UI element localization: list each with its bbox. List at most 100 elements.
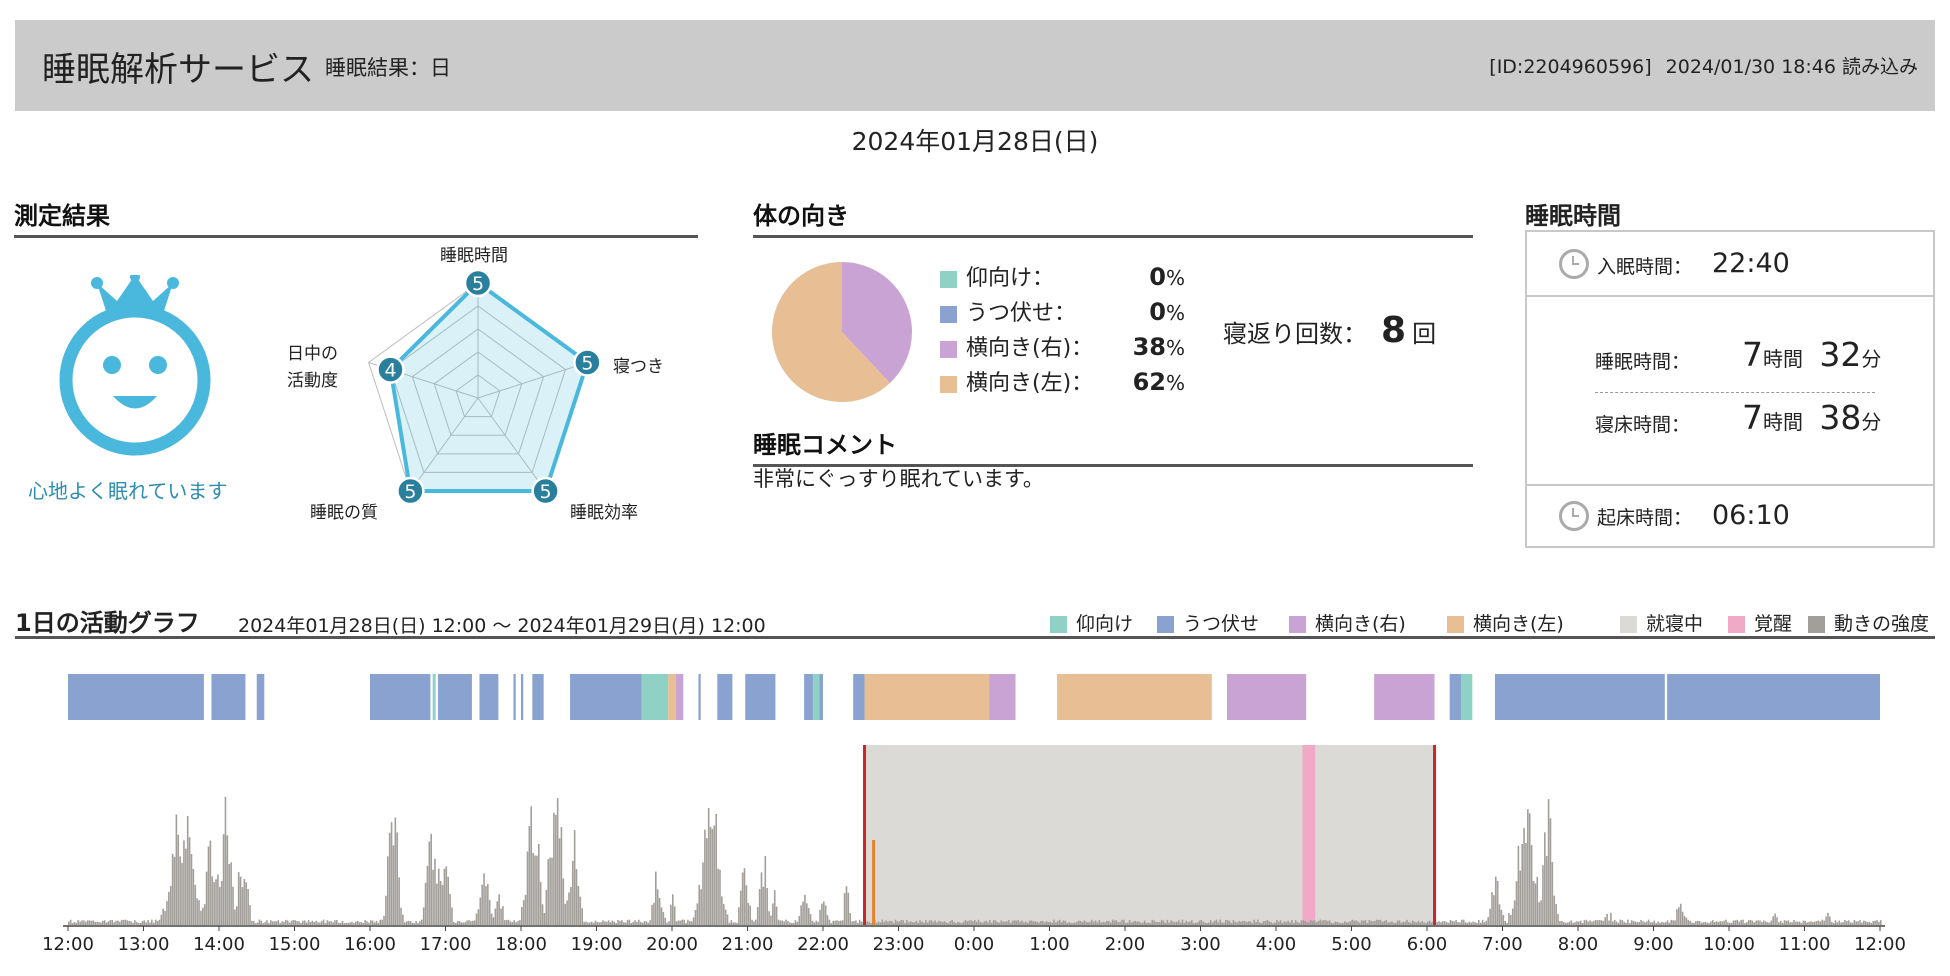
activity-bar <box>1700 922 1703 925</box>
activity-bar <box>756 907 759 925</box>
activity-bar <box>1283 921 1286 925</box>
activity-bar <box>1204 922 1206 925</box>
activity-bar <box>1179 922 1182 925</box>
activity-bar <box>1712 920 1714 925</box>
measurement-section-title: 測定結果 <box>14 196 698 238</box>
radar-point-3 <box>396 476 425 506</box>
activity-bar <box>1236 922 1238 925</box>
posture-segment <box>1226 674 1307 720</box>
activity-bar <box>336 919 338 925</box>
activity-bar <box>224 796 227 925</box>
activity-bar <box>936 922 938 925</box>
activity-bar <box>626 920 629 925</box>
activity-bar <box>1247 921 1250 925</box>
activity-bar <box>836 920 838 925</box>
posture-segment <box>1374 674 1435 720</box>
activity-bar <box>537 843 540 925</box>
activity-bar <box>611 920 614 925</box>
activity-bar <box>1115 920 1118 925</box>
activity-bar <box>256 922 259 925</box>
activity-bar <box>1226 920 1229 925</box>
activity-bar <box>158 919 161 925</box>
activity-bar <box>358 922 361 925</box>
activity-bar <box>100 922 102 925</box>
activity-bar <box>838 920 840 925</box>
posture-segment <box>1494 674 1665 720</box>
activity-bar <box>1555 903 1557 925</box>
activity-bar <box>1249 921 1252 925</box>
activity-bar <box>855 920 857 925</box>
activity-timeline-chart: 12:00 13:00 14:00 15:00 16:00 17:00 18:00 19:00… <box>42 674 1906 955</box>
activity-bar <box>1240 921 1242 925</box>
activity-bar <box>621 920 623 925</box>
activity-bar <box>1445 922 1448 925</box>
activity-bar <box>1774 913 1776 925</box>
activity-bar <box>251 920 253 925</box>
activity-bar <box>1730 922 1733 925</box>
activity-bar <box>1757 920 1759 925</box>
activity-bar <box>434 858 436 925</box>
activity-bar <box>1530 845 1533 925</box>
activity-bar <box>1702 922 1705 925</box>
activity-bar <box>339 922 342 925</box>
posture-segment <box>641 674 669 720</box>
activity-bar <box>1721 921 1724 925</box>
activity-bar <box>889 920 891 925</box>
activity-bar <box>1181 919 1184 925</box>
activity-bar <box>781 920 784 925</box>
activity-bar <box>1813 921 1816 925</box>
activity-bar <box>643 921 646 925</box>
activity-bar <box>1460 919 1463 925</box>
x-tick-label: 4:00 <box>1256 934 1296 955</box>
activity-bar <box>105 922 108 925</box>
activity-bar <box>222 834 225 925</box>
activity-bar <box>420 919 423 925</box>
activity-bar <box>1766 922 1769 925</box>
activity-bar <box>1334 921 1337 925</box>
activity-bar <box>511 922 514 925</box>
activity-bar <box>519 920 521 925</box>
activity-bar <box>1200 919 1203 925</box>
activity-bar <box>1451 920 1454 925</box>
activity-bar <box>1347 922 1350 925</box>
activity-bar <box>332 922 334 925</box>
activity-bar <box>262 923 265 925</box>
activity-bar <box>328 921 331 925</box>
activity-bar <box>292 920 295 925</box>
activity-bar <box>1170 920 1172 925</box>
activity-bar <box>77 920 80 925</box>
activity-bar <box>1619 919 1622 925</box>
activity-bar <box>179 856 181 925</box>
activity-bar <box>1162 920 1165 925</box>
activity-bar <box>1438 921 1440 925</box>
activity-bar <box>1749 919 1752 925</box>
posture-segment <box>853 674 865 720</box>
activity-bar <box>1370 920 1372 925</box>
activity-bar <box>683 919 685 925</box>
activity-bar <box>1225 919 1227 925</box>
activity-bar <box>947 923 950 925</box>
activity-bar <box>1377 919 1380 925</box>
activity-bar <box>394 817 397 925</box>
activity-bar <box>1477 919 1480 925</box>
activity-bar <box>1689 920 1691 925</box>
activity-bar <box>1057 920 1059 925</box>
activity-bar <box>451 907 453 925</box>
activity-bar <box>728 922 731 925</box>
activity-bar <box>1024 921 1027 925</box>
activity-bar <box>1094 920 1097 925</box>
activity-bar <box>911 922 914 925</box>
activity-bar <box>1842 922 1844 925</box>
activity-bar <box>760 872 763 925</box>
activity-bar <box>317 922 319 925</box>
activity-bar <box>545 889 548 925</box>
activity-bar <box>71 923 74 925</box>
radar-label-sleep-onset: 寝つき <box>613 357 664 377</box>
activity-bar <box>1355 920 1357 925</box>
activity-bar <box>868 922 870 925</box>
activity-bar <box>1449 919 1452 925</box>
activity-bar <box>1670 919 1673 925</box>
activity-bar <box>1117 922 1120 925</box>
activity-bar <box>1545 855 1548 925</box>
activity-bar <box>932 921 935 925</box>
